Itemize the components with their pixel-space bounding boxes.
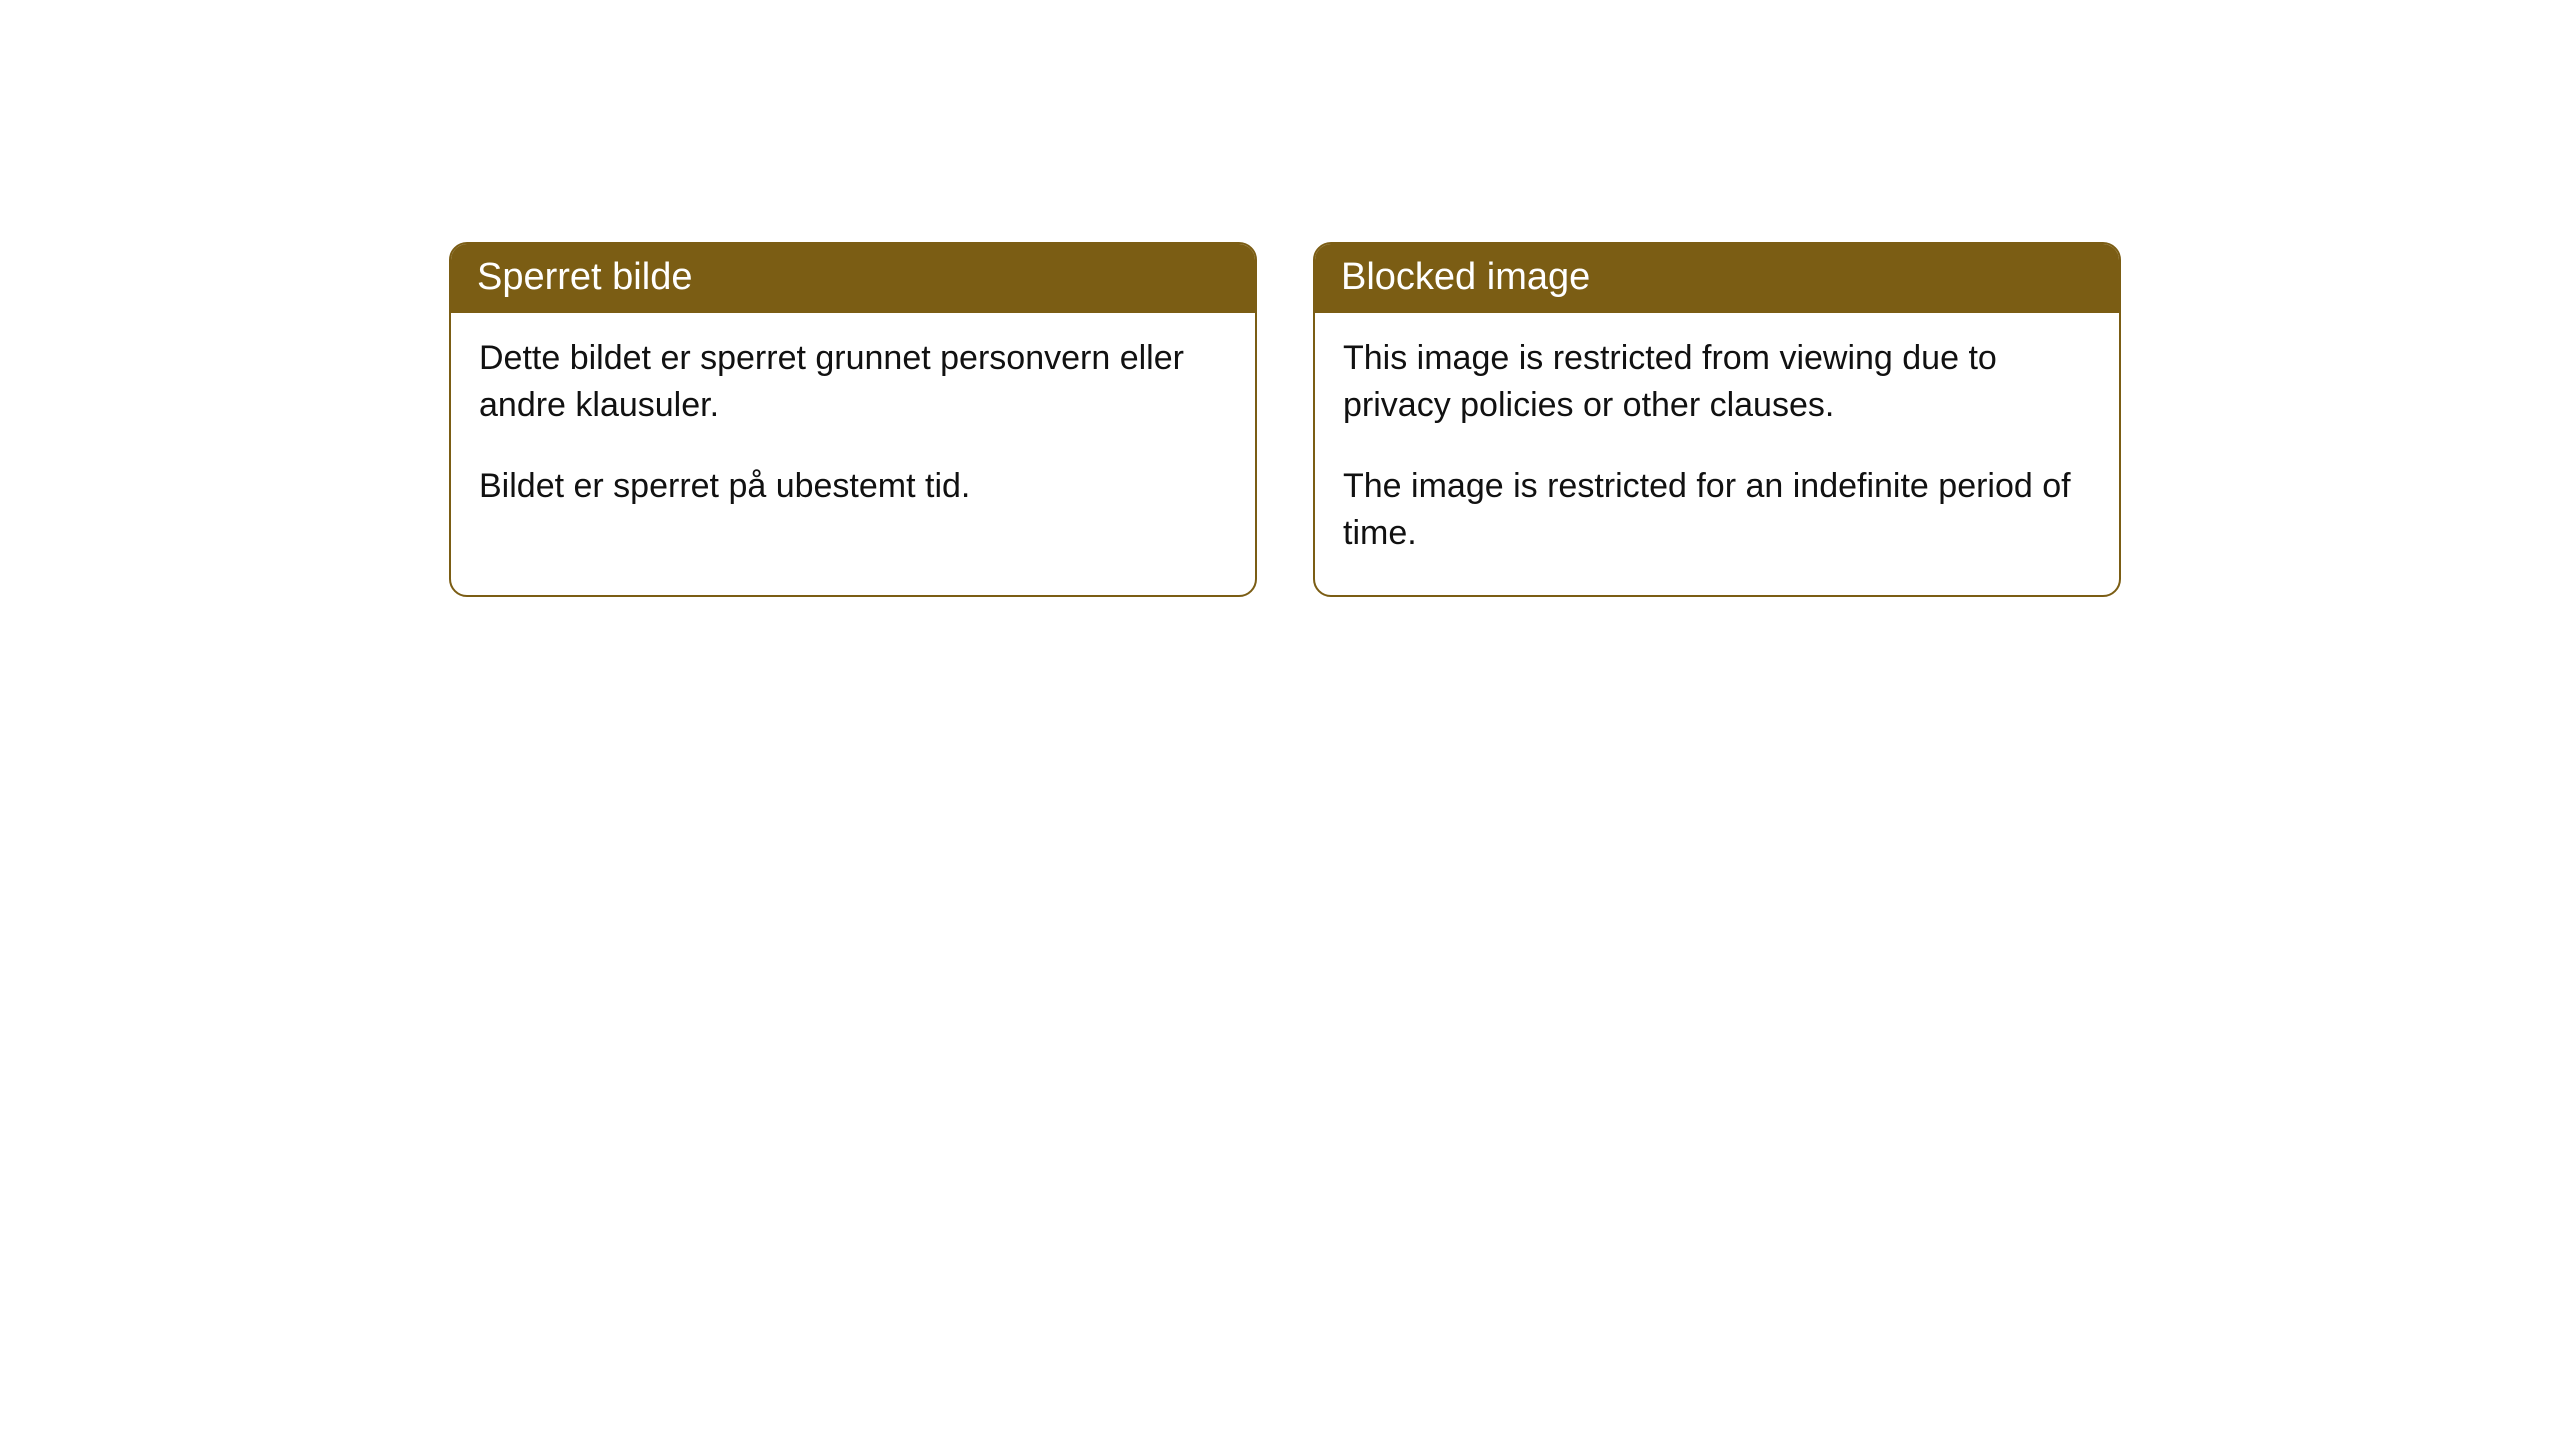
notice-paragraph: Bildet er sperret på ubestemt tid.: [479, 463, 1227, 510]
notice-card-body: Dette bildet er sperret grunnet personve…: [451, 313, 1255, 548]
notice-card-header: Sperret bilde: [451, 244, 1255, 313]
notice-paragraph: Dette bildet er sperret grunnet personve…: [479, 335, 1227, 429]
notice-card-english: Blocked image This image is restricted f…: [1313, 242, 2121, 597]
notice-card-header: Blocked image: [1315, 244, 2119, 313]
notice-paragraph: This image is restricted from viewing du…: [1343, 335, 2091, 429]
notice-cards-container: Sperret bilde Dette bildet er sperret gr…: [449, 242, 2560, 597]
notice-paragraph: The image is restricted for an indefinit…: [1343, 463, 2091, 557]
notice-card-norwegian: Sperret bilde Dette bildet er sperret gr…: [449, 242, 1257, 597]
notice-card-body: This image is restricted from viewing du…: [1315, 313, 2119, 595]
